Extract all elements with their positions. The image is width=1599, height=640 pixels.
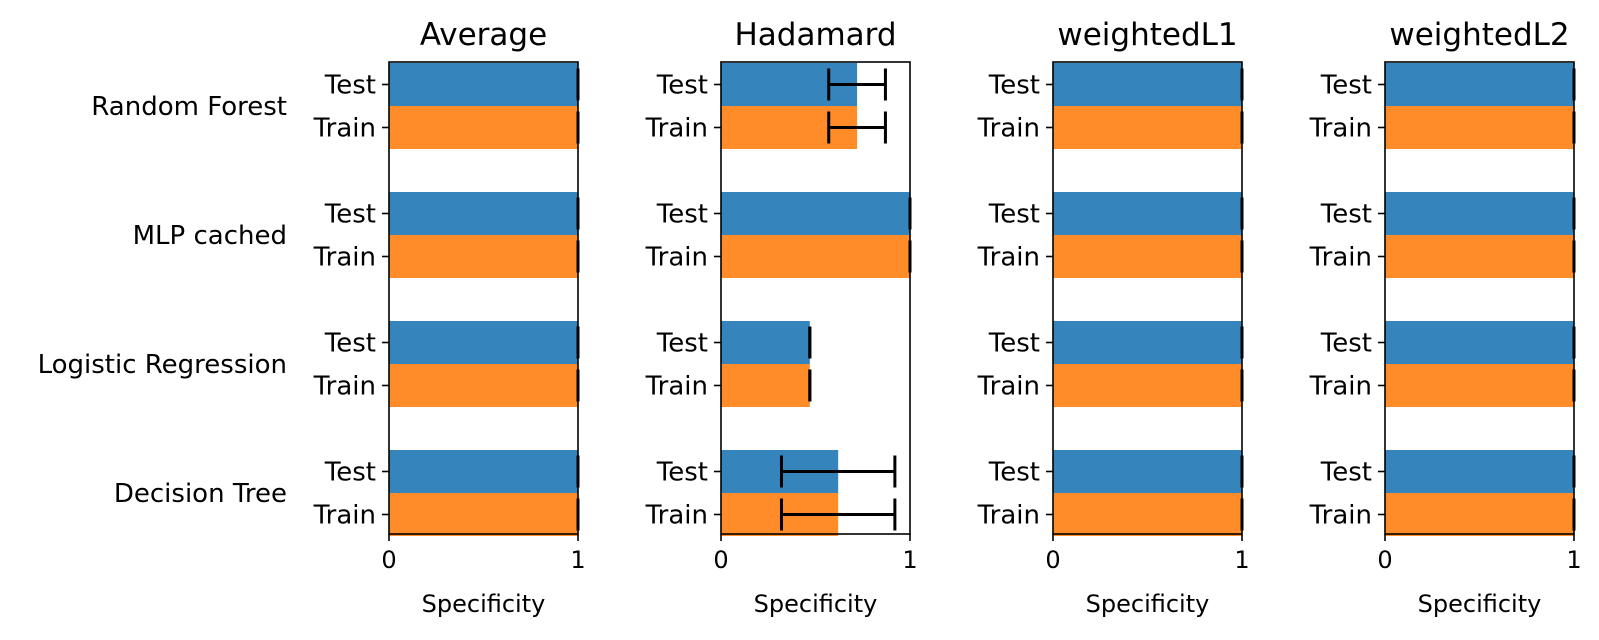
x-axis-label: Specificity: [1086, 590, 1210, 618]
panel-average: Average Test Train Test Train Test Train Test Tr…: [313, 17, 586, 618]
axes-frame: [1384, 61, 1575, 535]
error-bar-test-random-forest: [827, 68, 887, 101]
bar-label-test: Test: [324, 200, 376, 230]
bar-test-logistic-regression: [721, 321, 810, 364]
group-label-random-forest: Random Forest: [91, 92, 287, 122]
x-tick-label: 0: [713, 546, 728, 574]
bar-label-test: Test: [988, 458, 1040, 488]
bar-label-train: Train: [645, 114, 708, 144]
bar-label-test: Test: [988, 200, 1040, 230]
bar-label-test: Test: [656, 71, 708, 101]
panel-title: Hadamard: [734, 17, 896, 53]
bar-label-train: Train: [1309, 114, 1372, 144]
bar-label-test: Test: [324, 71, 376, 101]
bar-label-train: Train: [1309, 243, 1372, 273]
bar-test-random-forest: [1053, 63, 1242, 106]
bar-test-mlp-cached: [1385, 192, 1574, 235]
bar-label-train: Train: [313, 372, 376, 402]
model-group-labels: Random Forest MLP cached Logistic Regressi…: [38, 92, 287, 509]
x-tick-label: 1: [902, 546, 917, 574]
bar-label-test: Test: [1320, 71, 1372, 101]
bar-label-test: Test: [324, 329, 376, 359]
bar-label-test: Test: [656, 200, 708, 230]
bar-label-test: Test: [988, 71, 1040, 101]
bar-train-decision-tree: [1053, 493, 1242, 536]
error-bar-train-decision-tree: [779, 498, 897, 531]
x-axis-label: Specificity: [1418, 590, 1542, 618]
bar-test-decision-tree: [389, 450, 578, 493]
panel-title: Average: [420, 17, 547, 53]
bar-test-logistic-regression: [1053, 321, 1242, 364]
bar-test-decision-tree: [1385, 450, 1574, 493]
bar-test-decision-tree: [1053, 450, 1242, 493]
bar-test-mlp-cached: [389, 192, 578, 235]
x-axis-label: Specificity: [754, 590, 878, 618]
axes-frame: [388, 61, 579, 535]
bar-label-train: Train: [977, 372, 1040, 402]
bar-label-train: Train: [977, 501, 1040, 531]
axes-frame: [1052, 61, 1243, 535]
bar-train-mlp-cached: [721, 235, 910, 278]
bar-test-random-forest: [1385, 63, 1574, 106]
bar-train-random-forest: [1053, 106, 1242, 149]
bar-train-mlp-cached: [389, 235, 578, 278]
bar-train-logistic-regression: [721, 364, 810, 407]
axes-frame: [720, 61, 911, 535]
x-tick-label: 1: [1566, 546, 1581, 574]
bar-test-random-forest: [389, 63, 578, 106]
bar-label-test: Test: [656, 329, 708, 359]
bar-train-random-forest: [1385, 106, 1574, 149]
bar-label-train: Train: [1309, 372, 1372, 402]
bar-label-train: Train: [645, 243, 708, 273]
panel-title: weightedL2: [1389, 17, 1569, 53]
bar-train-decision-tree: [389, 493, 578, 536]
group-label-decision-tree: Decision Tree: [114, 479, 287, 509]
bar-test-mlp-cached: [721, 192, 910, 235]
bar-label-train: Train: [645, 501, 708, 531]
bar-label-test: Test: [988, 329, 1040, 359]
bar-train-logistic-regression: [1053, 364, 1242, 407]
panel-hadamard: Hadamard Test Train Test Train Test Train Test T…: [645, 17, 918, 618]
bar-test-mlp-cached: [1053, 192, 1242, 235]
bar-label-train: Train: [645, 372, 708, 402]
group-label-logistic-regression: Logistic Regression: [38, 350, 287, 380]
bar-label-test: Test: [324, 458, 376, 488]
error-bar-test-decision-tree: [779, 455, 897, 488]
bar-label-train: Train: [313, 501, 376, 531]
bar-label-train: Train: [977, 243, 1040, 273]
x-tick-label: 1: [570, 546, 585, 574]
bar-train-mlp-cached: [1385, 235, 1574, 278]
x-axis-label: Specificity: [422, 590, 546, 618]
panel-weightedl2: weightedL2 Test Train Test Train Test Train Tes…: [1309, 17, 1582, 618]
x-tick-label: 0: [1045, 546, 1060, 574]
bar-test-logistic-regression: [389, 321, 578, 364]
bar-label-test: Test: [1320, 200, 1372, 230]
group-label-mlp-cached: MLP cached: [133, 221, 287, 251]
error-bar-train-random-forest: [827, 111, 887, 144]
bar-train-logistic-regression: [389, 364, 578, 407]
bar-label-train: Train: [1309, 501, 1372, 531]
panel-title: weightedL1: [1057, 17, 1237, 53]
bar-label-train: Train: [313, 243, 376, 273]
bar-train-random-forest: [389, 106, 578, 149]
bar-label-train: Train: [977, 114, 1040, 144]
bar-label-test: Test: [1320, 329, 1372, 359]
panel-weightedl1: weightedL1 Test Train Test Train Test Train Tes…: [977, 17, 1250, 618]
bar-train-decision-tree: [1385, 493, 1574, 536]
bar-label-test: Test: [1320, 458, 1372, 488]
chart-panels: Average Test Train Test Train Test Train Test Tr…: [313, 17, 1582, 618]
bar-test-logistic-regression: [1385, 321, 1574, 364]
x-tick-label: 1: [1234, 546, 1249, 574]
bar-label-train: Train: [313, 114, 376, 144]
bar-train-mlp-cached: [1053, 235, 1242, 278]
bar-train-logistic-regression: [1385, 364, 1574, 407]
x-tick-label: 0: [381, 546, 396, 574]
bar-label-test: Test: [656, 458, 708, 488]
x-tick-label: 0: [1377, 546, 1392, 574]
